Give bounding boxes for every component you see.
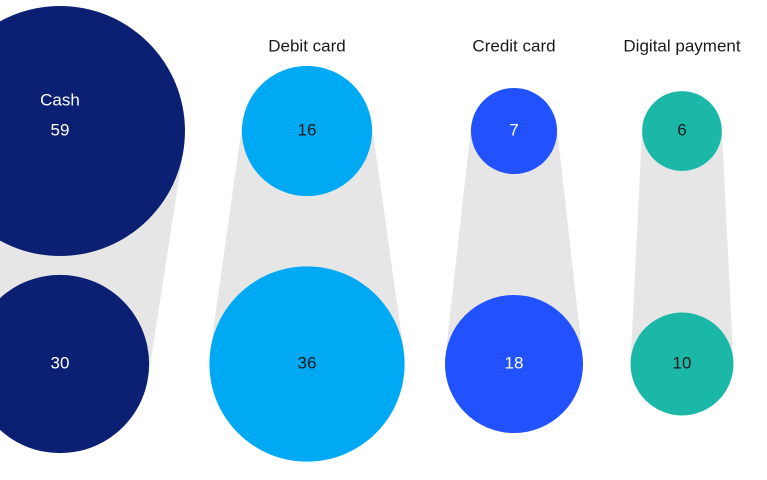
category-label: Digital payment: [623, 36, 740, 55]
connector: [630, 129, 734, 362]
value-label: 18: [505, 353, 524, 372]
value-label: 7: [509, 120, 518, 139]
bubble: [630, 312, 734, 416]
value-label: 16: [298, 120, 317, 139]
category-label: Credit card: [472, 36, 555, 55]
value-label: 59: [51, 120, 70, 139]
bubble: [642, 91, 722, 171]
bubble: [209, 266, 405, 462]
value-label: 6: [677, 120, 686, 139]
category-label: Cash: [40, 90, 80, 109]
bubble: [444, 294, 584, 434]
value-label: 10: [673, 353, 692, 372]
category-label: Debit card: [268, 36, 345, 55]
connector: [445, 126, 583, 357]
value-label: 36: [298, 353, 317, 372]
bubble: [0, 6, 185, 256]
value-label: 30: [51, 353, 70, 372]
bubble: [0, 274, 150, 454]
bubble: [470, 87, 558, 175]
bubble: [241, 65, 373, 197]
